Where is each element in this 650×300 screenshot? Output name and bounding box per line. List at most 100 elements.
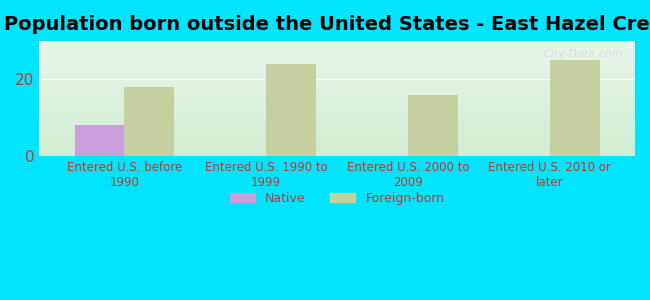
Bar (39, 132, 635, 133)
Bar (39, 47, 635, 48)
Bar (39, 140, 635, 141)
Bar (39, 152, 635, 153)
Bar (39, 98, 635, 99)
Bar (39, 64, 635, 65)
Bar (550, 60, 599, 156)
Bar (39, 111, 635, 112)
Bar (39, 63, 635, 64)
Bar (39, 87, 635, 88)
Bar (39, 61, 635, 62)
Bar (266, 64, 316, 156)
Bar (39, 62, 635, 63)
Bar (39, 94, 635, 95)
Bar (39, 114, 635, 115)
Bar (39, 65, 635, 66)
Bar (39, 138, 635, 139)
Bar (39, 100, 635, 101)
Bar (39, 95, 635, 96)
Bar (39, 125, 635, 126)
Bar (39, 154, 635, 155)
Bar (39, 79, 635, 80)
Bar (39, 92, 635, 93)
Bar (39, 57, 635, 59)
Bar (39, 135, 635, 136)
Bar (39, 150, 635, 152)
Bar (39, 68, 635, 69)
Bar (39, 88, 635, 89)
Bar (39, 108, 635, 109)
Bar (39, 74, 635, 76)
Bar (39, 48, 635, 49)
Bar (39, 110, 635, 111)
Bar (39, 81, 635, 83)
Bar (39, 139, 635, 140)
Bar (39, 112, 635, 114)
Bar (39, 84, 635, 85)
Bar (39, 71, 635, 72)
Bar (39, 123, 635, 124)
Bar (39, 46, 635, 47)
Bar (39, 59, 635, 61)
Bar (39, 50, 635, 52)
Bar (39, 70, 635, 71)
Bar (39, 141, 635, 142)
Bar (39, 41, 635, 42)
Bar (39, 153, 635, 154)
Bar (39, 78, 635, 79)
Bar (39, 86, 635, 87)
Bar (39, 118, 635, 119)
Bar (39, 72, 635, 73)
Bar (39, 80, 635, 81)
Bar (39, 128, 635, 130)
Bar (39, 58, 635, 59)
Bar (39, 148, 635, 149)
Bar (39, 76, 635, 77)
Bar (39, 122, 635, 123)
Bar (39, 119, 635, 121)
Bar (39, 85, 635, 86)
Bar (39, 93, 635, 94)
Bar (39, 101, 635, 102)
Bar (39, 52, 635, 54)
Bar (39, 109, 635, 110)
Legend: Native, Foreign-born: Native, Foreign-born (225, 187, 449, 210)
Bar (39, 117, 635, 118)
Bar (39, 107, 635, 108)
Bar (39, 91, 635, 92)
Bar (39, 103, 635, 104)
Bar (39, 99, 635, 100)
Bar (39, 126, 635, 128)
Title: Population born outside the United States - East Hazel Crest: Population born outside the United State… (4, 15, 650, 34)
Bar (39, 146, 635, 147)
Bar (39, 42, 635, 44)
Bar (39, 145, 635, 146)
Bar (39, 131, 635, 132)
Bar (39, 49, 635, 50)
Bar (39, 147, 635, 148)
Bar (39, 149, 635, 150)
Bar (39, 54, 635, 55)
Bar (39, 89, 635, 91)
Bar (39, 121, 635, 122)
Bar (39, 102, 635, 103)
Bar (408, 95, 458, 156)
Bar (39, 142, 635, 143)
Bar (39, 45, 635, 46)
Bar (39, 124, 635, 125)
Bar (39, 143, 635, 145)
Bar (39, 133, 635, 134)
Bar (39, 115, 635, 116)
Bar (39, 134, 635, 135)
Bar (39, 116, 635, 117)
Bar (39, 55, 635, 56)
Bar (39, 44, 635, 45)
Bar (39, 77, 635, 78)
Bar (39, 56, 635, 57)
Bar (39, 73, 635, 74)
Bar (124, 87, 174, 156)
Bar (39, 104, 635, 106)
Bar (39, 82, 635, 84)
Bar (39, 66, 635, 68)
Text: City-Data.com: City-Data.com (543, 49, 623, 59)
Bar (39, 69, 635, 70)
